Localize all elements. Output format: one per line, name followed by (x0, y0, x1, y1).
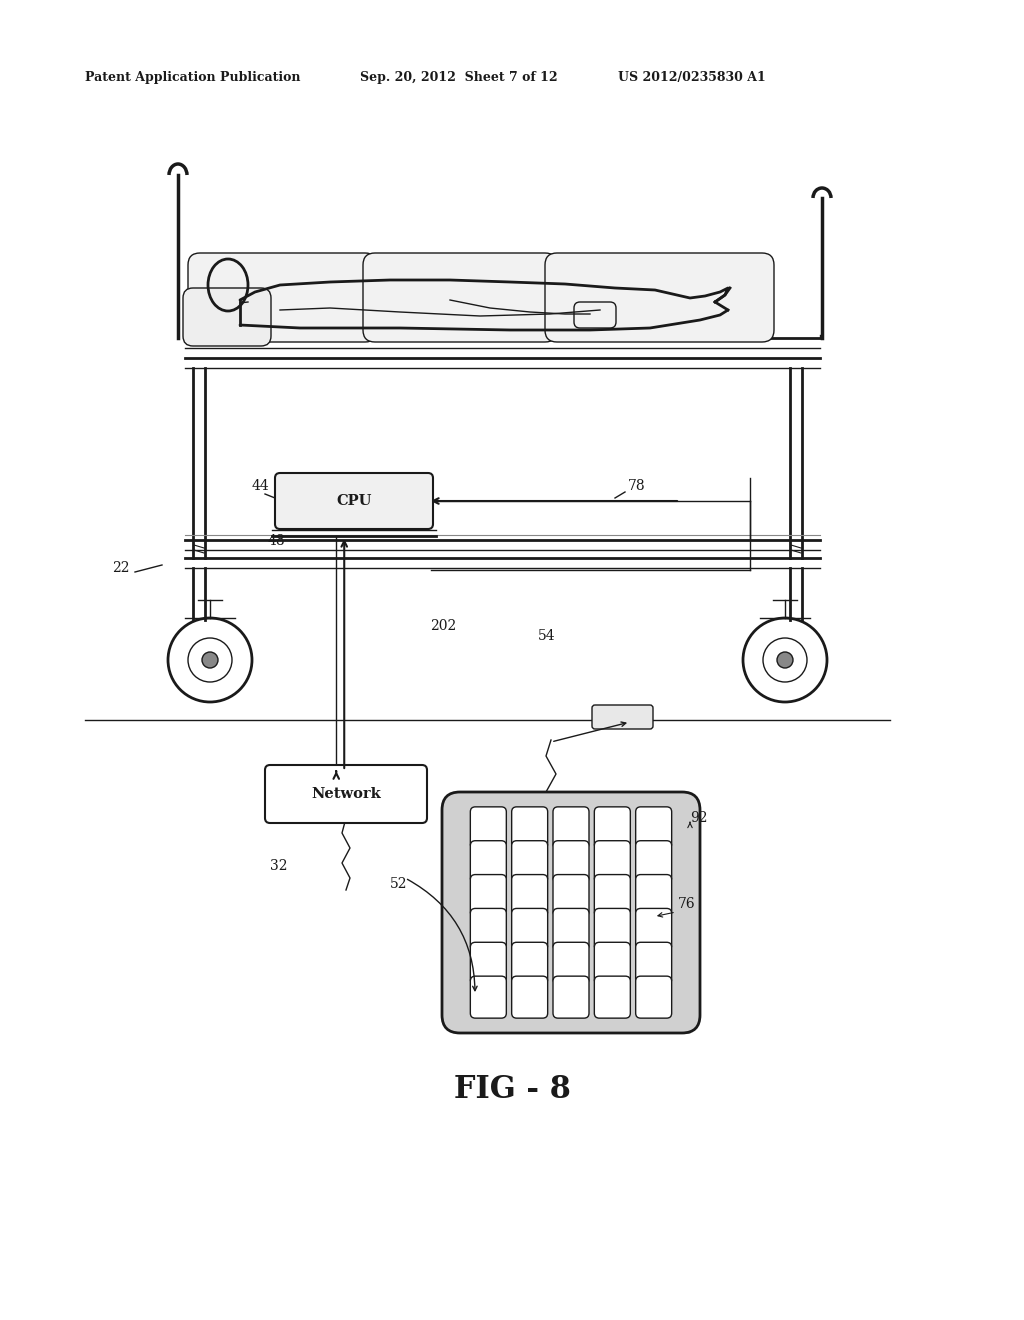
FancyBboxPatch shape (470, 942, 506, 985)
FancyBboxPatch shape (553, 807, 589, 849)
FancyBboxPatch shape (553, 977, 589, 1018)
FancyBboxPatch shape (470, 977, 506, 1018)
FancyBboxPatch shape (275, 473, 433, 529)
FancyBboxPatch shape (183, 288, 271, 346)
FancyBboxPatch shape (594, 942, 631, 985)
Circle shape (777, 652, 793, 668)
Text: 92: 92 (690, 810, 708, 825)
FancyBboxPatch shape (594, 841, 631, 883)
Text: Network: Network (311, 787, 381, 801)
FancyBboxPatch shape (470, 908, 506, 950)
FancyBboxPatch shape (512, 977, 548, 1018)
Text: CPU: CPU (336, 494, 372, 508)
FancyBboxPatch shape (636, 807, 672, 849)
FancyBboxPatch shape (512, 942, 548, 985)
Text: 78: 78 (628, 479, 645, 492)
Text: 202: 202 (430, 619, 457, 634)
FancyBboxPatch shape (594, 977, 631, 1018)
FancyBboxPatch shape (442, 792, 700, 1034)
FancyBboxPatch shape (553, 908, 589, 950)
Text: Sep. 20, 2012  Sheet 7 of 12: Sep. 20, 2012 Sheet 7 of 12 (360, 71, 558, 84)
Text: FIG - 8: FIG - 8 (454, 1074, 570, 1106)
FancyBboxPatch shape (512, 807, 548, 849)
FancyBboxPatch shape (512, 841, 548, 883)
FancyBboxPatch shape (636, 908, 672, 950)
Text: US 2012/0235830 A1: US 2012/0235830 A1 (618, 71, 766, 84)
FancyBboxPatch shape (594, 908, 631, 950)
FancyBboxPatch shape (553, 942, 589, 985)
FancyBboxPatch shape (636, 977, 672, 1018)
Text: 22: 22 (112, 561, 129, 576)
Text: 54: 54 (538, 630, 556, 643)
Text: 76: 76 (678, 898, 695, 911)
Text: 32: 32 (270, 859, 288, 873)
FancyBboxPatch shape (362, 253, 557, 342)
FancyBboxPatch shape (594, 807, 631, 849)
FancyBboxPatch shape (594, 875, 631, 916)
Circle shape (202, 652, 218, 668)
Text: 44: 44 (252, 479, 269, 492)
FancyBboxPatch shape (470, 875, 506, 916)
Text: Patent Application Publication: Patent Application Publication (85, 71, 300, 84)
FancyBboxPatch shape (265, 766, 427, 822)
Text: 48: 48 (268, 535, 286, 548)
FancyBboxPatch shape (545, 253, 774, 342)
FancyBboxPatch shape (636, 841, 672, 883)
FancyBboxPatch shape (592, 705, 653, 729)
Text: 52: 52 (390, 876, 408, 891)
FancyBboxPatch shape (470, 841, 506, 883)
FancyBboxPatch shape (553, 875, 589, 916)
FancyBboxPatch shape (470, 807, 506, 849)
FancyBboxPatch shape (636, 875, 672, 916)
FancyBboxPatch shape (512, 875, 548, 916)
FancyBboxPatch shape (188, 253, 377, 342)
FancyBboxPatch shape (553, 841, 589, 883)
FancyBboxPatch shape (512, 908, 548, 950)
FancyBboxPatch shape (636, 942, 672, 985)
